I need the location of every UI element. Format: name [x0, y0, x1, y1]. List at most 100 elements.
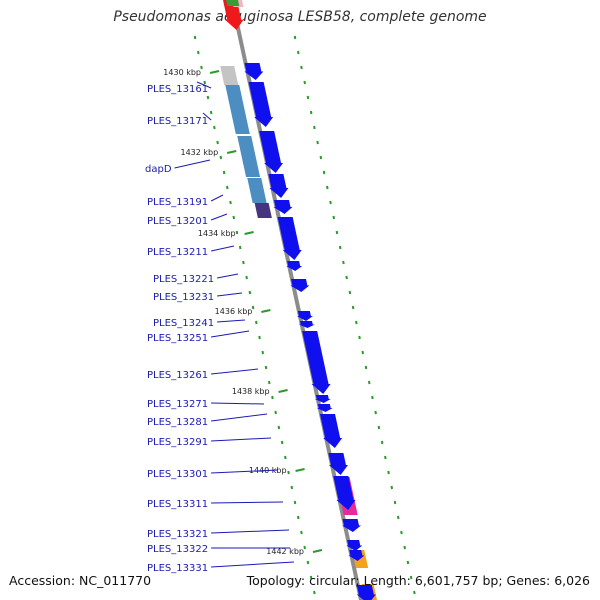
gc-skew-track [193, 35, 416, 595]
red-feature [223, 0, 244, 30]
locus-label: PLES_13271 [147, 399, 208, 410]
gc-inner-dot [290, 485, 294, 490]
kbp-tick-label: 1438 kbp [232, 387, 270, 396]
steelblue-feature [237, 136, 261, 177]
gc-outer-dot [358, 335, 361, 340]
locus-label: PLES_13331 [147, 563, 208, 574]
gc-outer-dot [306, 95, 310, 100]
cds-arrow [333, 476, 356, 510]
locus-leader-line [202, 112, 212, 121]
gc-outer-dot [351, 305, 355, 310]
kbp-tick-label: 1432 kbp [180, 148, 218, 157]
kbp-tick-mark [226, 150, 237, 154]
cds-arrow [346, 540, 363, 551]
gc-outer-dot [313, 125, 316, 130]
locus-label: PLES_13211 [147, 247, 208, 258]
gc-inner-dot [258, 335, 261, 340]
gc-inner-dot [193, 35, 197, 40]
gc-outer-dot [338, 245, 342, 250]
gc-outer-dot [296, 50, 300, 55]
gc-outer-dot [393, 500, 397, 505]
gc-outer-dot [345, 275, 348, 280]
gc-inner-dot [306, 560, 310, 565]
gc-outer-dot [374, 410, 377, 415]
locus-leader-line [211, 368, 259, 375]
kbp-tick-label: 1436 kbp [215, 307, 253, 316]
cds-arrow [286, 261, 303, 271]
gc-inner-dot [303, 545, 306, 550]
cds-arrow [290, 279, 310, 292]
accession-text: Accession: NC_011770 [9, 573, 152, 588]
gc-inner-dot [242, 260, 245, 265]
feature-track [220, 0, 377, 600]
gc-outer-dot [335, 230, 339, 235]
locus-leader-line [211, 501, 284, 504]
steelblue-feature [247, 178, 267, 203]
cds-arrow [244, 63, 264, 80]
gc-inner-dot [222, 170, 226, 175]
gc-outer-dot [380, 440, 384, 445]
locus-label: PLES_13261 [147, 370, 208, 381]
locus-label: PLES_13281 [147, 417, 208, 428]
cds-arrow [348, 550, 365, 561]
kbp-tick-mark [244, 231, 254, 235]
locus-label: PLES_13291 [147, 437, 208, 448]
kbp-tick-mark [312, 549, 323, 553]
gc-outer-dot [413, 590, 416, 595]
gc-outer-dot [390, 485, 394, 490]
gc-inner-dot [293, 500, 297, 505]
gc-outer-dot [406, 560, 410, 565]
gc-outer-dot [326, 185, 329, 190]
gc-outer-dot [403, 545, 406, 550]
gc-outer-dot [409, 575, 413, 580]
gc-outer-dot [400, 530, 403, 535]
genome-summary-text: Topology: circular; Length: 6,601,757 bp… [246, 573, 590, 588]
kbp-tick-label: 1430 kbp [163, 68, 201, 77]
gc-inner-dot [309, 575, 313, 580]
gc-outer-dot [329, 200, 332, 205]
gc-inner-dot [226, 185, 229, 190]
gc-inner-dot [264, 365, 268, 370]
cds-arrow [273, 200, 293, 214]
locus-leader-line [211, 402, 265, 405]
gc-outer-dot [342, 260, 345, 265]
locus-leader-line [217, 292, 243, 297]
locus-label: PLES_13231 [153, 292, 214, 303]
cds-arrow [316, 404, 333, 412]
cds-arrow [356, 585, 376, 600]
gc-outer-dot [322, 170, 326, 175]
grey-feature [220, 66, 239, 85]
gc-outer-dot [371, 395, 374, 400]
gc-inner-dot [216, 140, 219, 145]
locus-label: PLES_13321 [147, 529, 208, 540]
steelblue-feature [225, 85, 250, 134]
gc-inner-dot [267, 380, 271, 385]
gc-inner-dot [232, 215, 236, 220]
kbp-tick-mark [295, 468, 305, 472]
locus-leader-line [210, 194, 224, 202]
locus-leader-line [211, 413, 268, 422]
kbp-tick-label: 1442 kbp [266, 547, 304, 556]
gc-outer-dot [319, 155, 323, 160]
gc-inner-dot [296, 515, 300, 520]
green-feature [225, 0, 240, 6]
gc-outer-dot [384, 455, 387, 460]
gc-inner-dot [213, 125, 216, 130]
locus-label: PLES_13311 [147, 499, 208, 510]
cds-arrow [248, 82, 274, 127]
locus-leader-line [211, 330, 250, 338]
gc-outer-dot [396, 515, 400, 520]
gc-inner-dot [280, 440, 284, 445]
gc-inner-dot [248, 290, 252, 295]
cds-arrow [298, 321, 315, 328]
gc-inner-dot [274, 410, 277, 415]
gc-outer-dot [377, 425, 381, 430]
cds-arrow [268, 174, 289, 198]
gc-outer-dot [387, 470, 390, 475]
locus-label: PLES_13322 [147, 544, 208, 555]
locus-label: dapD [145, 164, 172, 175]
locus-leader-line [210, 245, 235, 252]
locus-label: PLES_13191 [147, 197, 208, 208]
locus-label: PLES_13221 [153, 274, 214, 285]
